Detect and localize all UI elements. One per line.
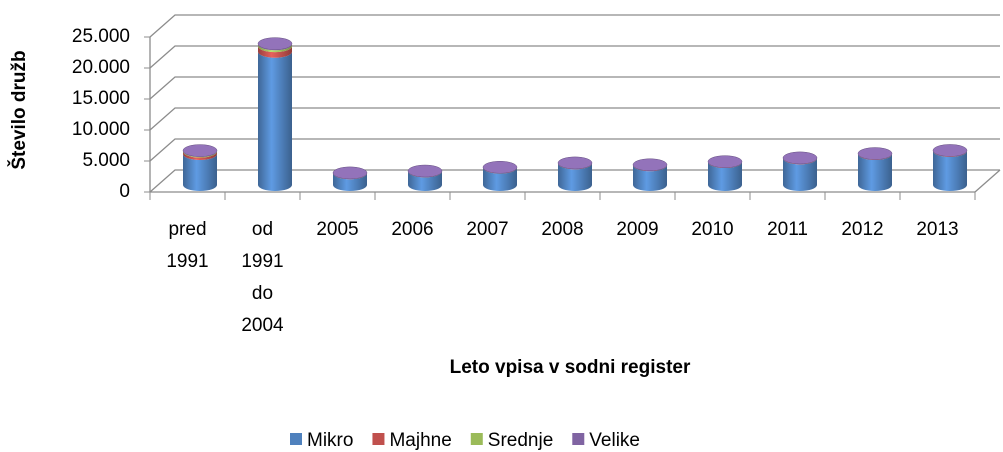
bar-cap [557,156,593,170]
bar-segment [333,173,367,191]
bar-segment [258,46,292,58]
bar-segment [858,154,892,191]
grid-line [149,45,1000,69]
bar-segment [258,51,292,191]
bar-segment [408,171,442,191]
x-tick-label: 2009 [616,219,659,240]
legend-label: Srednje [488,430,554,451]
x-tick-label: 2013 [916,219,959,240]
x-tick-label: 2008 [541,219,584,240]
bar-segment [558,163,592,191]
bar-cap [332,166,368,180]
legend-swatch [470,433,483,445]
legend-label: Majhne [389,430,451,451]
bar-cap [257,37,293,50]
grid-line [149,76,1000,100]
legend-swatch [572,433,585,445]
bar-cap [782,151,818,165]
legend-label: Mikro [307,430,353,451]
bar-segment [483,167,517,191]
bar-cap [632,158,668,172]
bar-cap [407,164,443,178]
y-axis-title: Število družb [8,50,30,169]
bar-segment [933,150,967,191]
y-tick-label: 15.000 [72,88,130,109]
y-tick-label: 20.000 [72,57,130,78]
bar-cap [932,144,968,157]
floor-edge [974,169,1001,193]
x-tick-label: 2010 [691,219,734,240]
y-tick-label: 10.000 [72,119,130,140]
x-axis-title: Leto vpisa v sodni register [450,357,691,378]
x-tick-label: od 1991 do 2004 [241,219,284,336]
y-tick-label: 0 [119,181,130,202]
bar-segment [783,158,817,191]
bar-segment [633,165,667,191]
y-tick-label: 25.000 [72,26,130,47]
x-tick-label: 2006 [391,219,434,240]
bar-segment [708,162,742,191]
legend-swatch [290,433,302,445]
grid-line [149,107,1000,131]
grid-line [149,14,1000,38]
x-tick-label: 2012 [841,219,884,240]
bar-segment [183,151,217,160]
bar-segment [183,154,217,191]
bar-cap [857,147,893,160]
x-tick-label: pred 1991 [166,219,209,272]
legend-label: Velike [589,430,640,451]
bar-segment [258,44,292,53]
bar-cap [482,161,518,174]
x-tick-label: 2011 [767,219,808,240]
bar-cap [707,155,743,168]
x-tick-label: 2007 [466,219,509,240]
grid-line [149,138,1000,162]
y-tick-label: 5.000 [82,150,130,171]
legend-swatch [372,433,385,445]
bar-cap [182,144,218,157]
x-tick-label: 2005 [316,219,359,240]
